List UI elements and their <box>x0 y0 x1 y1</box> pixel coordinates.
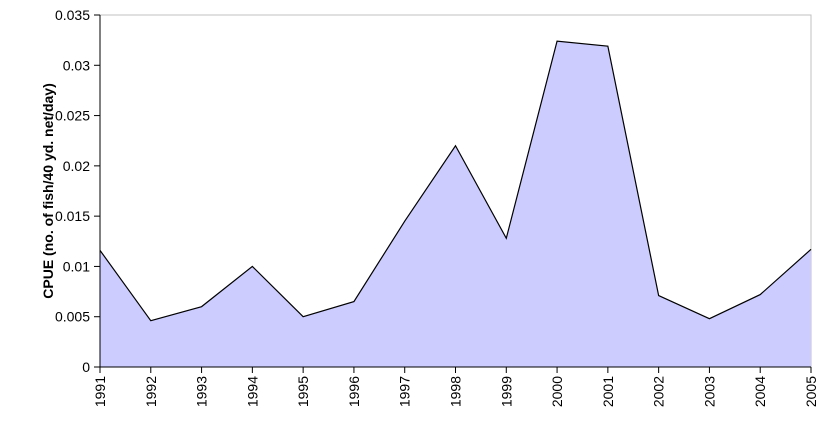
y-tick-label: 0 <box>82 359 90 375</box>
y-tick-label: 0.02 <box>63 158 90 174</box>
y-axis-title: CPUE (no. of fish/40 yd. net/day) <box>40 83 56 298</box>
y-tick-label: 0.035 <box>55 7 90 23</box>
y-tick-layer: 0 0.005 0.01 0.015 0.02 0.025 0.03 0.035 <box>55 7 100 375</box>
x-tick-label: 1991 <box>92 376 108 407</box>
area-layer <box>99 40 812 368</box>
x-tick-label: 2000 <box>549 376 565 407</box>
x-tick-label: 1996 <box>346 376 362 407</box>
x-tick-label: 1998 <box>448 376 464 407</box>
x-tick-label: 2004 <box>752 376 768 407</box>
x-tick-layer: 1991 1992 1993 1994 1995 1996 1997 1998 1999 2000… <box>92 367 819 407</box>
series-area-fill <box>100 41 811 368</box>
x-tick-label: 2003 <box>701 376 717 407</box>
x-tick-label: 1997 <box>397 376 413 407</box>
y-tick-label: 0.01 <box>63 258 90 274</box>
x-tick-label: 1993 <box>194 376 210 407</box>
y-tick-label: 0.03 <box>63 57 90 73</box>
y-tick-label: 0.015 <box>55 208 90 224</box>
x-tick-label: 1992 <box>143 376 159 407</box>
x-tick-label: 1999 <box>498 376 514 407</box>
y-tick-label: 0.025 <box>55 108 90 124</box>
y-tick-label: 0.005 <box>55 309 90 325</box>
series-line <box>99 40 812 322</box>
x-tick-label: 1995 <box>295 376 311 407</box>
x-tick-label: 2002 <box>651 376 667 407</box>
x-tick-label: 2001 <box>600 376 616 407</box>
x-tick-label: 1994 <box>244 376 260 407</box>
x-tick-label: 2005 <box>803 376 819 407</box>
